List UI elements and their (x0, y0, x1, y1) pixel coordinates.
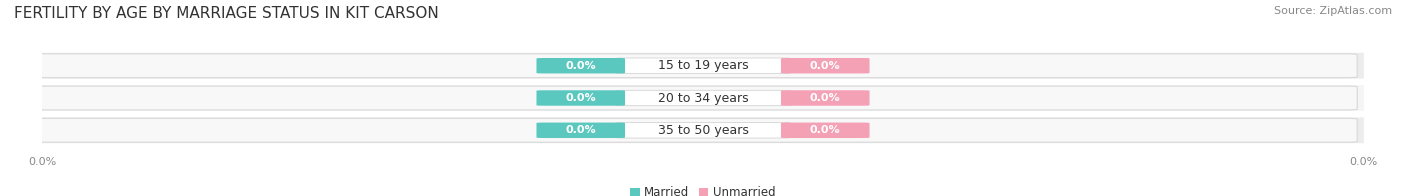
Text: 0.0%: 0.0% (565, 93, 596, 103)
Text: 0.0%: 0.0% (565, 125, 596, 135)
FancyBboxPatch shape (616, 90, 790, 106)
FancyBboxPatch shape (42, 117, 1364, 143)
FancyBboxPatch shape (780, 122, 869, 138)
FancyBboxPatch shape (35, 54, 1357, 78)
Text: 15 to 19 years: 15 to 19 years (658, 59, 748, 72)
Text: 0.0%: 0.0% (810, 61, 841, 71)
Text: 0.0%: 0.0% (565, 61, 596, 71)
FancyBboxPatch shape (35, 118, 1357, 142)
Text: 0.0%: 0.0% (810, 125, 841, 135)
FancyBboxPatch shape (537, 90, 626, 106)
FancyBboxPatch shape (616, 58, 790, 74)
FancyBboxPatch shape (35, 86, 1357, 110)
FancyBboxPatch shape (616, 122, 790, 138)
Text: 35 to 50 years: 35 to 50 years (658, 124, 748, 137)
Text: 20 to 34 years: 20 to 34 years (658, 92, 748, 104)
Legend: Married, Unmarried: Married, Unmarried (626, 182, 780, 196)
FancyBboxPatch shape (780, 90, 869, 106)
FancyBboxPatch shape (537, 122, 626, 138)
FancyBboxPatch shape (780, 58, 869, 74)
FancyBboxPatch shape (42, 85, 1364, 111)
Text: Source: ZipAtlas.com: Source: ZipAtlas.com (1274, 6, 1392, 16)
FancyBboxPatch shape (537, 58, 626, 74)
Text: FERTILITY BY AGE BY MARRIAGE STATUS IN KIT CARSON: FERTILITY BY AGE BY MARRIAGE STATUS IN K… (14, 6, 439, 21)
Text: 0.0%: 0.0% (810, 93, 841, 103)
FancyBboxPatch shape (42, 53, 1364, 79)
